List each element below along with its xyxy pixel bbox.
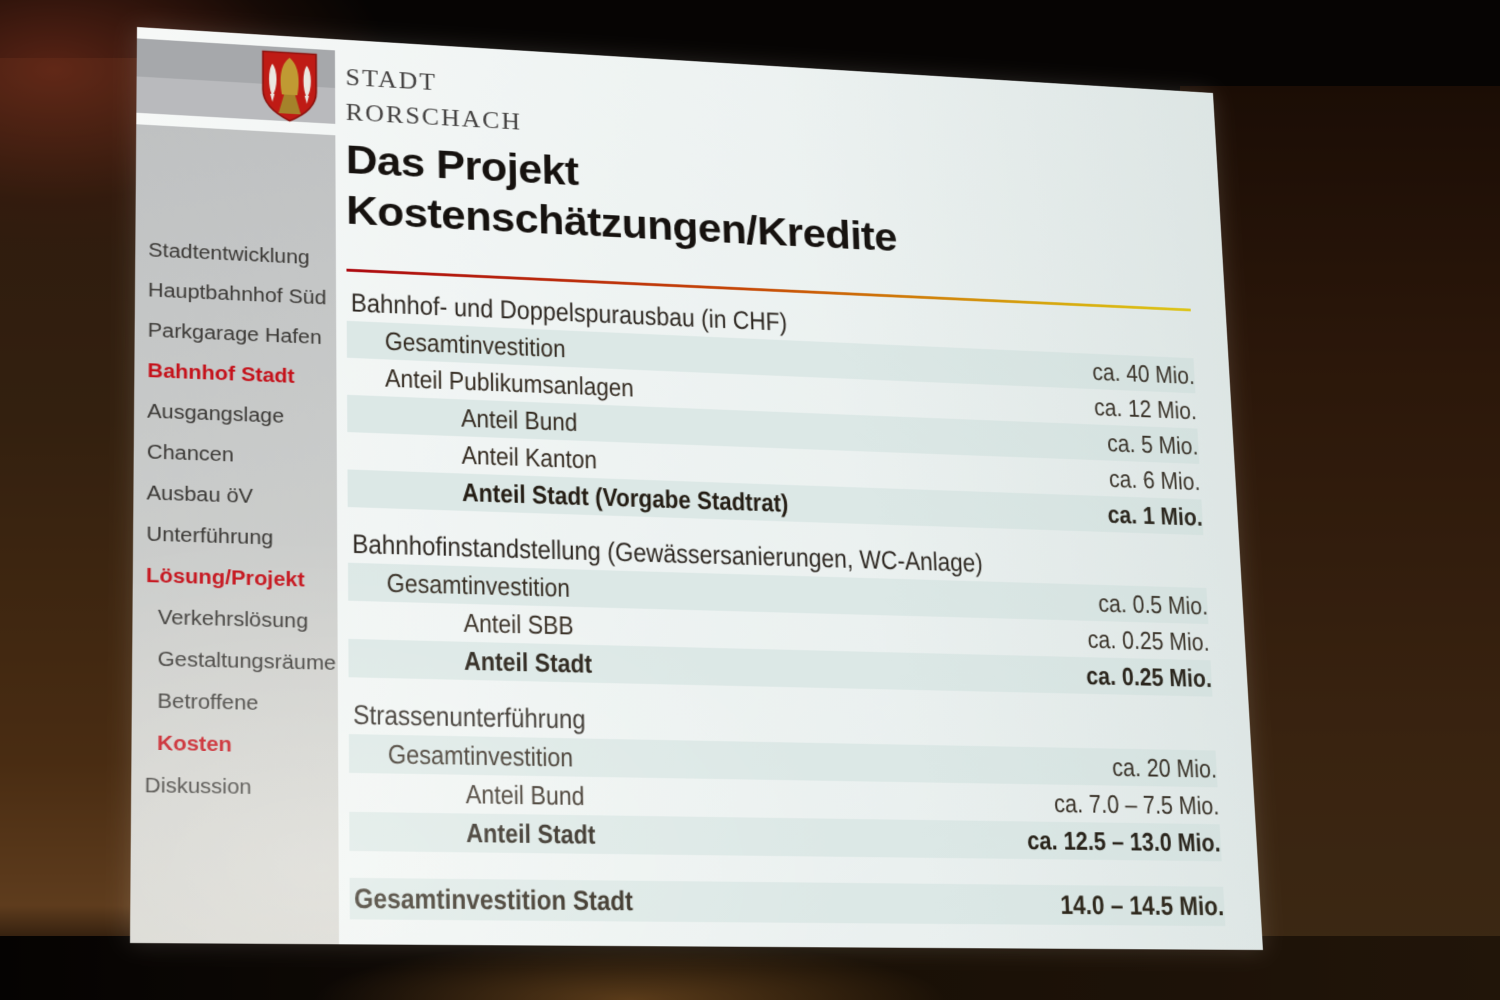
row-value: ca. 0.25 Mio.	[1085, 660, 1213, 693]
row-value: 14.0 – 14.5 Mio.	[1060, 889, 1226, 921]
sidebar-item-lösung-projekt: Lösung/Projekt	[145, 564, 305, 592]
row-label: Anteil Stadt	[465, 817, 596, 850]
row-label: Anteil Bund	[465, 778, 585, 811]
presentation-slide: STADT RORSCHACH Stadtentwicklung Hauptbah…	[129, 27, 1263, 950]
row-value: ca. 12.5 – 13.0 Mio.	[1026, 824, 1222, 857]
row-value: ca. 0.25 Mio.	[1087, 624, 1211, 656]
sidebar-item-diskussion: Diskussion	[144, 774, 252, 800]
sidebar-item-kosten: Kosten	[157, 732, 232, 757]
sidebar-nav: Stadtentwicklung Hauptbahnhof Süd Parkgara…	[131, 124, 338, 810]
org-name: STADT RORSCHACH	[345, 60, 522, 140]
sidebar-item-ausbau-öv: Ausbau öV	[146, 482, 253, 508]
rorschach-crest-icon	[261, 48, 319, 126]
row-label: Gesamtinvestition	[387, 738, 574, 773]
cost-table: Bahnhof- und Doppelspurausbau (in CHF) Ge…	[346, 284, 1226, 927]
sidebar-item-betroffene: Betroffene	[157, 690, 259, 715]
row-label: Gesamtinvestition Stadt	[354, 882, 634, 916]
sidebar-item-unterführung: Unterführung	[146, 523, 274, 550]
slide-title: Das Projekt Kostenschätzungen/Kredite	[346, 134, 898, 262]
sidebar-item-chancen: Chancen	[146, 441, 234, 467]
sidebar-item-gestaltungsräume: Gestaltungsräume	[157, 648, 337, 675]
row-value: ca. 7.0 – 7.5 Mio.	[1052, 787, 1220, 820]
row-value: ca. 20 Mio.	[1111, 751, 1218, 783]
sidebar-item-verkehrslösung: Verkehrslösung	[157, 606, 309, 633]
slide-sidebar: Stadtentwicklung Hauptbahnhof Süd Parkgara…	[129, 124, 339, 945]
row-value: ca. 0.5 Mio.	[1097, 588, 1209, 620]
sidebar-item-ausgangslage: Ausgangslage	[147, 400, 285, 428]
table-footer-total: Gesamtinvestition Stadt 14.0 – 14.5 Mio.	[349, 877, 1226, 927]
